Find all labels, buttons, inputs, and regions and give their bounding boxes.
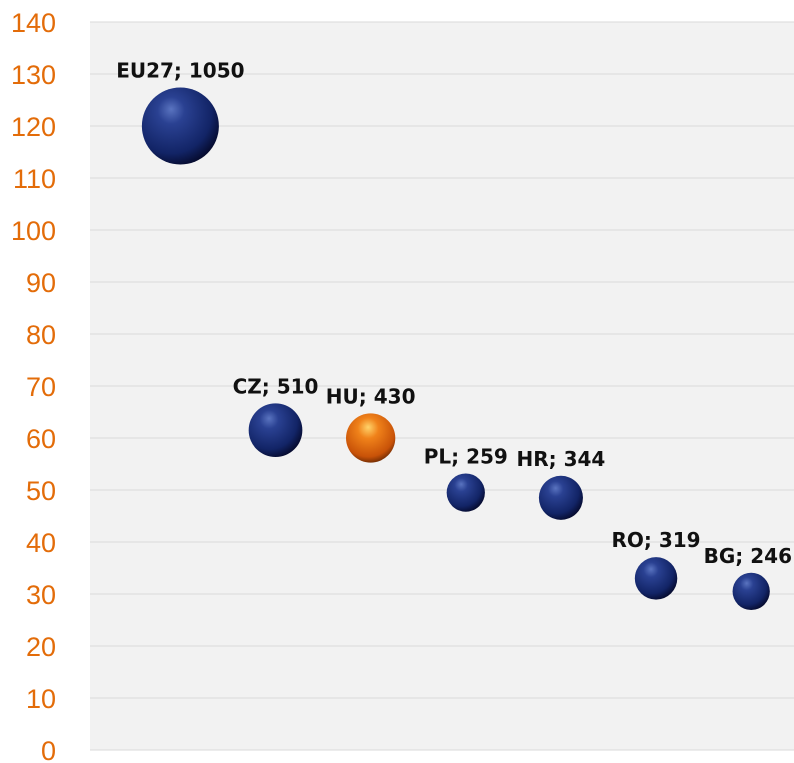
y-tick-label: 140: [11, 8, 56, 38]
bubble-hr: [538, 475, 583, 520]
bubble-eu27: [141, 87, 219, 165]
y-tick-label: 10: [26, 684, 56, 714]
y-tick-label: 110: [13, 164, 56, 194]
bubble-bg: [732, 572, 770, 611]
y-tick-label: 20: [26, 632, 56, 662]
y-tick-label: 0: [41, 736, 56, 763]
bubble-cz: [248, 403, 303, 458]
bubble-label-bg: BG; 246: [704, 544, 792, 568]
bubbles: [141, 87, 770, 611]
bubble-label-pl: PL; 259: [424, 444, 508, 468]
y-tick-label: 60: [26, 424, 56, 454]
bubble-ro: [634, 557, 678, 600]
y-tick-label: 80: [26, 320, 56, 350]
y-tick-label: 120: [11, 112, 56, 142]
bubble-labels: EU27; 1050 CZ; 510 HU; 430 PL; 259 HR; 344 RO…: [116, 58, 792, 567]
y-tick-label: 40: [26, 528, 56, 558]
bubble-label-ro: RO; 319: [611, 528, 700, 552]
y-tick-label: 70: [26, 372, 56, 402]
bubble-label-hr: HR; 344: [516, 447, 605, 471]
y-axis: 0 10 20 30 40 50 60 70 80 90 100 110 120 130 140: [11, 8, 56, 763]
bubble-hu: [346, 413, 396, 463]
y-tick-label: 100: [11, 216, 56, 246]
bubble-label-eu27: EU27; 1050: [116, 58, 244, 82]
y-tick-label: 30: [26, 580, 56, 610]
y-tick-label: 90: [26, 268, 56, 298]
bubble-label-cz: CZ; 510: [233, 374, 319, 398]
gridlines: [90, 21, 794, 751]
y-tick-label: 130: [11, 60, 56, 90]
y-tick-label: 50: [26, 476, 56, 506]
bubble-label-hu: HU; 430: [326, 384, 416, 408]
bubble-pl: [446, 473, 485, 512]
